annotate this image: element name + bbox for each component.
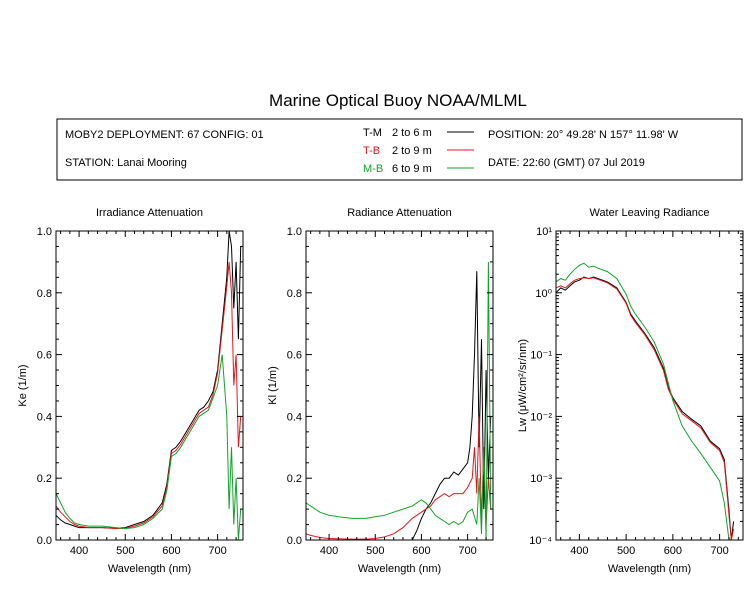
x-tick-label: 400: [320, 545, 338, 557]
legend-code: T-B: [363, 145, 380, 157]
series-line-m-b: [306, 261, 492, 540]
info-box-border: [56, 118, 743, 181]
x-tick-label: 700: [458, 545, 476, 557]
plot-frame: [555, 230, 744, 541]
y-tick-label: 10⁻²: [530, 411, 552, 423]
chart-title: Irradiance Attenuation: [96, 207, 203, 219]
date-text: DATE: 22:60 (GMT) 07 Jul 2019: [488, 157, 645, 169]
y-axis-label: Kl (1/m): [267, 366, 279, 405]
page-title: Marine Optical Buoy NOAA/MLML: [269, 91, 527, 110]
y-tick-label: 0.0: [287, 535, 302, 547]
y-tick-label: 0.2: [287, 473, 302, 485]
y-tick-label: 0.8: [37, 288, 52, 300]
x-tick-label: 700: [710, 545, 728, 557]
charts: 400 500 600 700 0.0 0.2 0.4 0.6 0.8 1.0 Irradiance…: [17, 207, 744, 575]
legend-range: 2 to 9 m: [392, 145, 432, 157]
plot-frame: [305, 230, 494, 541]
x-tick-label: 600: [412, 545, 430, 557]
y-tick-label: 10⁰: [535, 288, 552, 300]
chart-1: 400 500 600 700 0.0 0.2 0.4 0.6 0.8 1.0 Irradiance…: [17, 207, 244, 575]
x-tick-label: 500: [366, 545, 384, 557]
legend-code: M-B: [363, 163, 383, 175]
y-tick-label: 0.4: [287, 411, 302, 423]
y-tick-label: 10⁻¹: [530, 350, 552, 362]
x-tick-label: 500: [617, 545, 635, 557]
legend-code: T-M: [363, 127, 382, 139]
chart-2: 400 500 600 700 0.0 0.2 0.4 0.6 0.8 1.0 Radiance A…: [267, 207, 494, 575]
legend-range: 2 to 6 m: [392, 127, 432, 139]
x-tick-label: 500: [116, 545, 134, 557]
y-tick-label: 1.0: [287, 226, 302, 238]
y-tick-label: 1.0: [37, 226, 52, 238]
series-line-t-m: [411, 271, 492, 540]
x-axis-label: Wavelength (nm): [358, 563, 441, 575]
chart-title: Water Leaving Radiance: [589, 207, 709, 219]
y-tick-label: 0.6: [37, 350, 52, 362]
series-line-t-m: [556, 276, 735, 540]
station-text: STATION: Lanai Mooring: [65, 157, 187, 169]
y-tick-label: 10⁻³: [530, 473, 552, 485]
chart-title: Radiance Attenuation: [347, 207, 452, 219]
series-line-t-m: [56, 231, 242, 529]
x-tick-label: 700: [208, 545, 226, 557]
y-tick-label: 10¹: [536, 226, 552, 238]
y-tick-label: 0.2: [37, 473, 52, 485]
series-line-t-b: [556, 277, 735, 540]
legend-entry-tb: T-B 2 to 9 m: [363, 145, 474, 157]
series-line-t-b: [56, 261, 242, 530]
y-tick-label: 10⁻⁴: [529, 535, 552, 547]
series-line-m-b: [556, 262, 732, 540]
position-text: POSITION: 20° 49.28' N 157° 11.98' W: [488, 129, 679, 141]
x-axis-label: Wavelength (nm): [108, 563, 191, 575]
info-box: MOBY2 DEPLOYMENT: 67 CONFIG: 01 STATION:…: [56, 118, 743, 181]
x-tick-label: 400: [570, 545, 588, 557]
y-axis-label: Lw (μW/cm²/sr/nm): [517, 339, 529, 432]
legend-range: 6 to 9 m: [392, 163, 432, 175]
legend-entry-mb: M-B 6 to 9 m: [363, 163, 474, 175]
y-axis-label: Ke (1/m): [17, 364, 29, 406]
x-tick-label: 600: [664, 545, 682, 557]
series-line-m-b: [56, 354, 242, 540]
y-tick-label: 0.8: [287, 288, 302, 300]
x-tick-label: 400: [70, 545, 88, 557]
y-tick-label: 0.6: [287, 350, 302, 362]
chart-3: 400 500 600 700 10⁻⁴ 10⁻³ 10⁻² 10⁻¹ 10⁰ 10¹ Water …: [517, 207, 744, 575]
deployment-text: MOBY2 DEPLOYMENT: 67 CONFIG: 01: [65, 129, 264, 141]
y-tick-label: 0.4: [37, 411, 52, 423]
legend-entry-tm: T-M 2 to 6 m: [363, 127, 474, 139]
x-axis-label: Wavelength (nm): [608, 563, 691, 575]
y-tick-label: 0.0: [37, 535, 52, 547]
x-tick-label: 600: [162, 545, 180, 557]
